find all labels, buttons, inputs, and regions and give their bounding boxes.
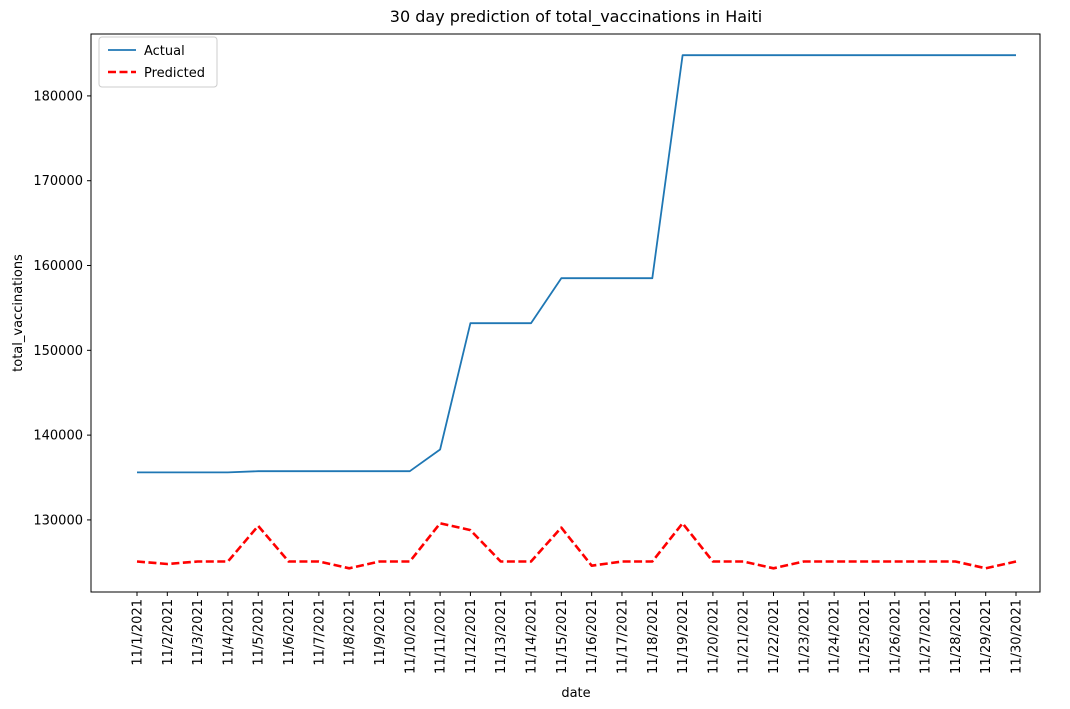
plot-area: [90, 33, 1041, 593]
plot-frame: [90, 33, 1041, 593]
x-tick-label: 11/13/2021: [494, 599, 509, 674]
x-tick-label: 11/29/2021: [979, 599, 994, 674]
y-tick-label: 150000: [33, 344, 83, 359]
x-tick-label: 11/19/2021: [676, 599, 691, 674]
y-tick-label: 180000: [33, 89, 83, 104]
x-tick-label: 11/14/2021: [525, 599, 540, 674]
x-tick-label: 11/26/2021: [888, 599, 903, 674]
x-tick-label: 11/20/2021: [706, 599, 721, 674]
x-tick-label: 11/28/2021: [949, 599, 964, 674]
x-tick-label: 11/12/2021: [464, 599, 479, 674]
x-tick-label: 11/25/2021: [858, 599, 873, 674]
x-tick-label: 11/21/2021: [737, 599, 752, 674]
y-axis-label: total_vaccinations: [11, 254, 26, 372]
y-tick-label: 170000: [33, 174, 83, 189]
x-axis-label: date: [561, 686, 590, 701]
legend-label-actual: Actual: [144, 44, 185, 59]
y-tick-label: 140000: [33, 429, 83, 444]
x-tick-label: 11/27/2021: [919, 599, 934, 674]
x-tick-label: 11/30/2021: [1010, 599, 1025, 674]
x-tick-label: 11/11/2021: [434, 599, 449, 674]
x-tick-label: 11/8/2021: [343, 599, 358, 666]
x-tick-label: 11/7/2021: [312, 599, 327, 666]
x-tick-label: 11/17/2021: [615, 599, 630, 674]
x-tick-label: 11/9/2021: [373, 599, 388, 666]
y-tick-label: 130000: [33, 513, 83, 528]
legend-label-predicted: Predicted: [144, 66, 205, 81]
x-tick-label: 11/15/2021: [555, 599, 570, 674]
y-axis: 130000 140000 150000 160000 170000 180000: [33, 89, 91, 528]
x-tick-label: 11/2/2021: [161, 599, 176, 666]
x-axis: 11/1/2021 11/2/2021 11/3/2021 11/4/2021 11/5…: [131, 592, 1025, 674]
x-tick-label: 11/3/2021: [191, 599, 206, 666]
x-tick-label: 11/1/2021: [131, 599, 146, 666]
x-tick-label: 11/5/2021: [252, 599, 267, 666]
series-line-predicted: [136, 521, 1017, 570]
x-tick-label: 11/6/2021: [282, 599, 297, 666]
x-tick-label: 11/4/2021: [221, 599, 236, 666]
x-tick-label: 11/23/2021: [797, 599, 812, 674]
x-tick-label: 11/22/2021: [767, 599, 782, 674]
legend: Actual Predicted: [98, 36, 218, 88]
x-tick-label: 11/24/2021: [828, 599, 843, 674]
y-tick-label: 160000: [33, 259, 83, 274]
x-tick-label: 11/18/2021: [646, 599, 661, 674]
x-tick-label: 11/10/2021: [403, 599, 418, 674]
series-line-actual: [137, 54, 1016, 474]
series-layer: [136, 54, 1017, 570]
x-tick-label: 11/16/2021: [585, 599, 600, 674]
chart-title: 30 day prediction of total_vaccinations …: [390, 7, 762, 27]
